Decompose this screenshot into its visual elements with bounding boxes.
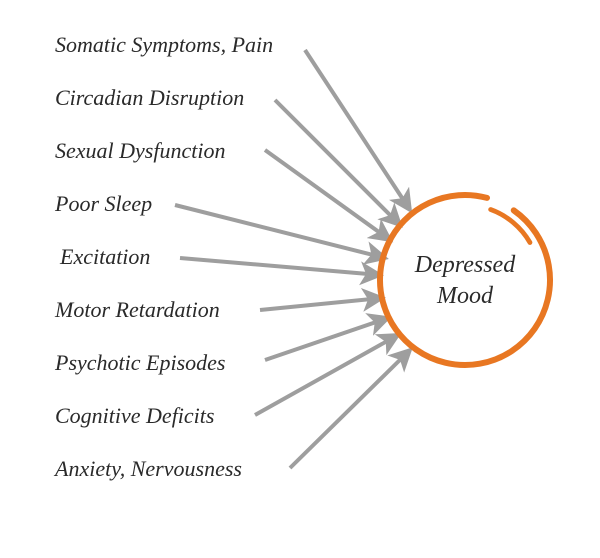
diagram-canvas: Somatic Symptoms, Pain Circadian Disrupti… — [0, 0, 600, 558]
arrow — [260, 298, 382, 310]
arrow — [265, 150, 390, 240]
factor-label: Circadian Disruption — [55, 85, 244, 111]
arrow — [175, 205, 385, 258]
factor-label: Excitation — [60, 244, 150, 270]
factor-label: Cognitive Deficits — [55, 403, 214, 429]
arrow — [180, 258, 380, 275]
arrow — [255, 335, 398, 415]
arrow — [290, 350, 410, 468]
arrow — [265, 318, 388, 360]
factor-label: Psychotic Episodes — [55, 350, 225, 376]
factor-label: Somatic Symptoms, Pain — [55, 32, 273, 58]
arrow — [275, 100, 400, 225]
arrow — [305, 50, 410, 210]
factor-label: Anxiety, Nervousness — [55, 456, 242, 482]
center-line2: Mood — [437, 283, 493, 309]
center-line1: Depressed — [415, 252, 515, 278]
factor-label: Sexual Dysfunction — [55, 138, 225, 164]
center-label: Depressed Mood — [407, 250, 523, 312]
factor-label: Poor Sleep — [55, 191, 152, 217]
factor-label: Motor Retardation — [55, 297, 220, 323]
